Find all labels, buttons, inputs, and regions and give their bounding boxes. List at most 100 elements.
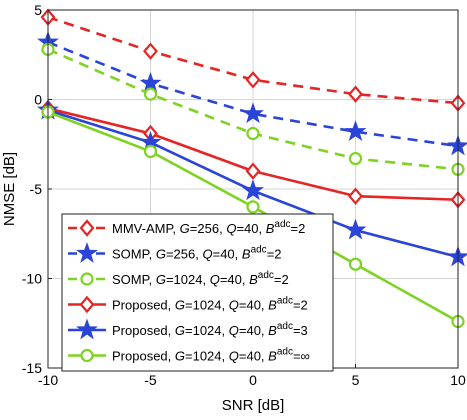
legend-label: Proposed, G=1024, Q=40, Badc=2 xyxy=(112,296,308,313)
legend-marker xyxy=(76,318,98,340)
legend-label-part: =3 xyxy=(293,323,308,338)
legend-entry: SOMP, G=256, Q=40, Badc=2 xyxy=(68,241,282,263)
legend-label-part: =1024, xyxy=(185,349,229,364)
legend-label-part: Proposed, xyxy=(112,323,175,338)
data-point xyxy=(242,179,264,201)
legend-label-part: B xyxy=(266,221,275,236)
legend-label-part: Q xyxy=(202,247,212,262)
data-point xyxy=(348,257,363,271)
series-layer xyxy=(37,8,467,329)
legend-label-part: =2 xyxy=(291,221,306,236)
legend-label-part: =40, xyxy=(236,221,265,236)
legend-label-part: =40, xyxy=(239,298,268,313)
legend-label-part: G xyxy=(175,298,185,313)
legend-label-part: B xyxy=(249,272,258,287)
legend-label-part: =40, xyxy=(213,247,242,262)
data-point xyxy=(348,151,363,166)
legend-label-part: Q xyxy=(226,221,236,236)
x-tick-label: 0 xyxy=(249,372,257,388)
legend-label-part: B xyxy=(242,247,251,262)
data-point xyxy=(348,85,363,103)
legend-label-part: Q xyxy=(210,272,220,287)
legend-label-part: Q xyxy=(229,349,239,364)
legend-entry: Proposed, G=1024, Q=40, Badc=3 xyxy=(68,318,308,340)
legend-label-part: =256, xyxy=(166,247,203,262)
legend-marker xyxy=(79,219,95,237)
legend-entry: Proposed, G=1024, Q=40, Badc=∞ xyxy=(68,347,310,364)
legend-label-part: adc xyxy=(277,321,293,332)
legend-label-part: =256, xyxy=(190,221,227,236)
x-tick-label: -10 xyxy=(38,372,58,388)
legend-label-part: =2 xyxy=(267,247,282,262)
data-point xyxy=(245,162,261,180)
legend-label-part: MMV-AMP, xyxy=(112,221,180,236)
legend-label-part: adc xyxy=(277,347,293,358)
data-point xyxy=(139,71,162,93)
x-tick-label: 10 xyxy=(450,372,466,388)
x-tick-label: 5 xyxy=(352,372,360,388)
legend-label-part: =40, xyxy=(239,349,268,364)
legend-label-part: =1024, xyxy=(185,323,229,338)
legend-marker xyxy=(80,272,94,286)
data-point xyxy=(143,42,158,60)
legend-label: Proposed, G=1024, Q=40, Badc=∞ xyxy=(112,347,310,364)
y-axis-label: NMSE [dB] xyxy=(1,152,18,226)
data-point xyxy=(246,200,260,214)
legend-box xyxy=(61,213,334,372)
legend-label-part: G xyxy=(180,221,190,236)
legend-label-part: =40, xyxy=(239,323,268,338)
data-point xyxy=(245,71,261,89)
series-line xyxy=(47,15,459,105)
legend-label-part: =40, xyxy=(220,272,249,287)
data-point xyxy=(344,218,367,240)
legend-label-part: B xyxy=(268,323,277,338)
legend-label-part: B xyxy=(268,298,277,313)
legend-label: Proposed, G=1024, Q=40, Badc=3 xyxy=(112,321,308,338)
legend-label-part: =1024, xyxy=(185,298,229,313)
data-point xyxy=(242,102,264,124)
legend-entry: SOMP, G=1024, Q=40, Badc=2 xyxy=(68,270,289,287)
x-tick-label: -5 xyxy=(144,372,157,388)
legend-label-part: SOMP, xyxy=(112,247,156,262)
series-line xyxy=(47,41,459,148)
y-tick-label: 5 xyxy=(34,2,42,18)
data-point xyxy=(143,144,158,159)
legend-label-part: adc xyxy=(258,270,274,281)
legend-entry: Proposed, G=1024, Q=40, Badc=2 xyxy=(68,295,308,314)
legend-marker xyxy=(79,295,95,314)
legend-label-part: SOMP, xyxy=(112,272,156,287)
legend-marker xyxy=(76,241,98,263)
data-point xyxy=(344,120,367,142)
legend-label-part: Q xyxy=(229,298,239,313)
legend-label: SOMP, G=256, Q=40, Badc=2 xyxy=(112,245,282,262)
legend-label-part: adc xyxy=(274,219,290,230)
legend-label-part: Proposed, xyxy=(112,349,175,364)
y-tick-label: -5 xyxy=(30,181,43,197)
y-tick-label: 0 xyxy=(34,92,42,108)
legend-label: MMV-AMP, G=256, Q=40, Badc=2 xyxy=(112,219,305,236)
y-tick-label: -10 xyxy=(22,271,42,287)
legend-label-part: adc xyxy=(251,245,267,256)
y-tick-label: -15 xyxy=(22,360,42,376)
legend-label-part: =2 xyxy=(274,272,289,287)
legend-label-part: Proposed, xyxy=(112,298,175,313)
legend-label: SOMP, G=1024, Q=40, Badc=2 xyxy=(112,270,289,287)
legend-label-part: G xyxy=(175,349,185,364)
legend-label-part: =1024, xyxy=(166,272,210,287)
legend-label-part: adc xyxy=(277,296,293,307)
data-point xyxy=(143,87,158,101)
legend-label-part: G xyxy=(156,272,166,287)
x-axis-label: SNR [dB] xyxy=(222,397,285,414)
legend-marker xyxy=(80,348,94,363)
data-point xyxy=(348,187,363,205)
legend-label-part: =∞ xyxy=(293,349,310,364)
legend-entry: MMV-AMP, G=256, Q=40, Badc=2 xyxy=(68,219,305,237)
data-point xyxy=(246,126,260,141)
legend-label-part: =2 xyxy=(293,298,308,313)
legend-label-part: G xyxy=(156,247,166,262)
legend-label-part: Q xyxy=(229,323,239,338)
legend-label-part: B xyxy=(268,349,277,364)
